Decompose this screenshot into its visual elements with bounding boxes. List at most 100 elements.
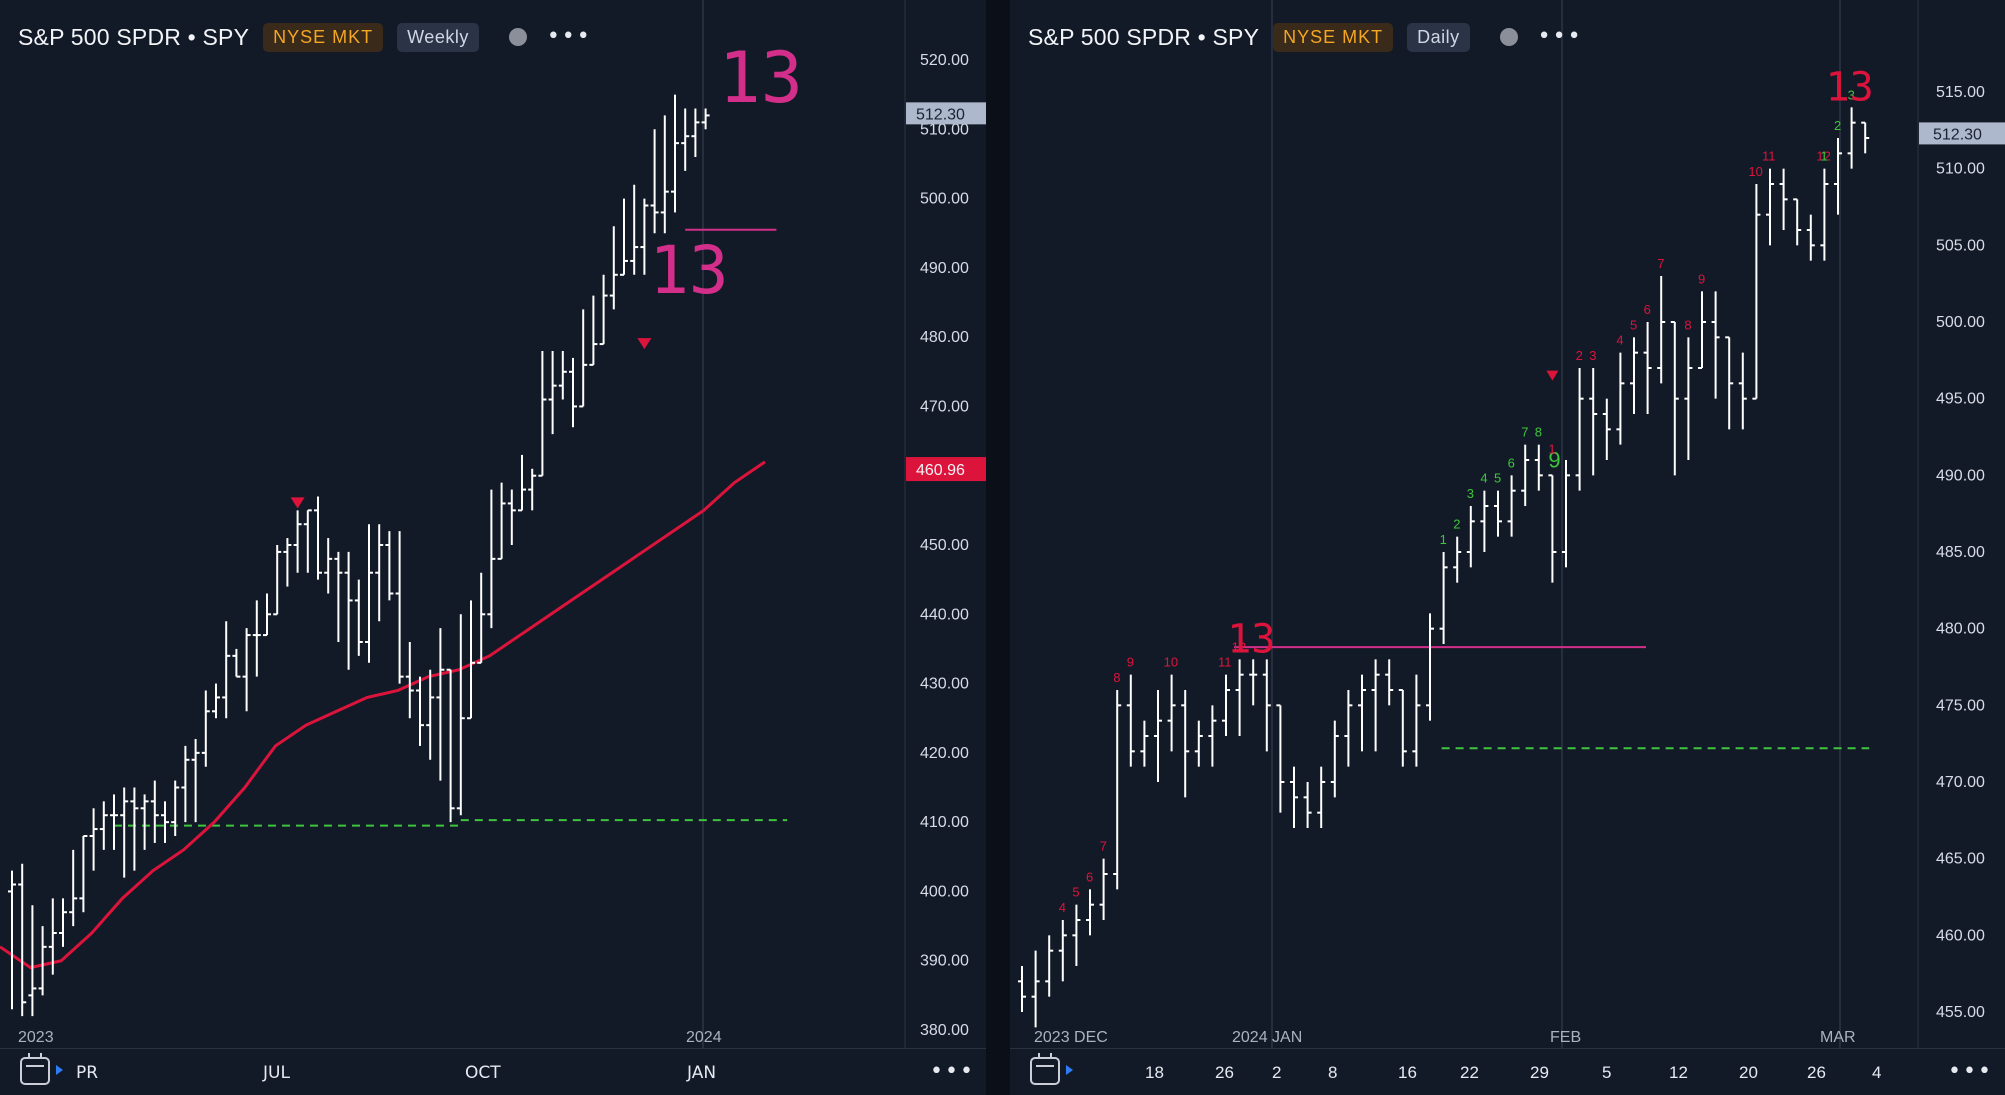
daily-x-tick: 4 bbox=[1872, 1063, 1882, 1082]
exchange-badge: NYSE MKT bbox=[1273, 22, 1394, 52]
calendar-icon[interactable] bbox=[1030, 1053, 1060, 1085]
td-count-label: 4 bbox=[1059, 900, 1066, 915]
weekly-y-tick-label: 420.00 bbox=[920, 745, 969, 762]
daily-x-tick: 22 bbox=[1460, 1063, 1479, 1082]
daily-month-label: FEB bbox=[1550, 1029, 1581, 1046]
play-arrow-icon[interactable] bbox=[56, 1065, 63, 1075]
td-count-label: 3 bbox=[1467, 486, 1474, 501]
weekly-x-tick: JAN bbox=[687, 1063, 717, 1083]
daily-month-label: 2024 JAN bbox=[1232, 1029, 1302, 1046]
weekly-y-tick-label: 390.00 bbox=[920, 953, 969, 970]
panel-divider[interactable] bbox=[986, 0, 1010, 1095]
td-count-label: 8 bbox=[1535, 425, 1542, 440]
daily-x-tick: 29 bbox=[1530, 1063, 1549, 1082]
td-count-label: 5 bbox=[1072, 885, 1079, 900]
td-count-label: 12 bbox=[1816, 149, 1830, 164]
td-count-label: 10 bbox=[1164, 655, 1178, 670]
td-count-label: 12 bbox=[1232, 639, 1246, 654]
status-dot-icon bbox=[1499, 28, 1518, 46]
more-options-button[interactable]: ••• bbox=[1537, 24, 1583, 49]
weekly-chart-canvas[interactable]: 520.00 510.00 500.00 490.00 480.00 470.00 460.… bbox=[0, 0, 986, 1049]
td-count-label: 6 bbox=[1644, 302, 1651, 317]
daily-y-tick-label: 455.00 bbox=[1936, 1004, 1985, 1021]
td-count-label: 1 bbox=[1548, 441, 1555, 456]
td-count-label: 8 bbox=[1684, 317, 1691, 332]
td-count-label: 11 bbox=[1218, 655, 1232, 670]
daily-x-tick: 8 bbox=[1328, 1063, 1338, 1082]
td-count-label: 7 bbox=[1657, 256, 1664, 271]
daily-y-tick-label: 480.00 bbox=[1936, 621, 1985, 638]
td-count-label: 11 bbox=[1762, 149, 1776, 164]
daily-x-tick: 26 bbox=[1807, 1063, 1826, 1082]
td-count-label: 9 bbox=[1698, 271, 1705, 286]
weekly-y-tick-label: 510.00 bbox=[920, 121, 969, 138]
calendar-icon[interactable] bbox=[20, 1053, 50, 1085]
daily-y-tick-label: 485.00 bbox=[1936, 544, 1985, 561]
daily-y-tick-label: 470.00 bbox=[1936, 774, 1985, 791]
td-count-label: 6 bbox=[1086, 869, 1093, 884]
td-countdown-13-label: 13 bbox=[649, 232, 728, 309]
daily-y-tick-label: 515.00 bbox=[1936, 84, 1985, 101]
daily-x-tick: 26 bbox=[1215, 1063, 1234, 1082]
daily-month-label: 2023 DEC bbox=[1034, 1029, 1108, 1046]
status-dot-icon bbox=[508, 28, 527, 46]
interval-button[interactable]: Daily bbox=[1407, 22, 1470, 52]
td-count-label: 2 bbox=[1453, 517, 1460, 532]
weekly-y-tick-label: 470.00 bbox=[920, 398, 969, 415]
td-count-label: 9 bbox=[1548, 447, 1560, 472]
weekly-price-axis bbox=[905, 0, 986, 1049]
weekly-time-axis: PR JUL OCT JAN ••• bbox=[0, 1048, 986, 1095]
moving-average-line bbox=[0, 460, 766, 970]
td-count-label: 1 bbox=[1440, 532, 1447, 547]
weekly-y-tick-label: 380.00 bbox=[920, 1022, 969, 1039]
td-count-label: 4 bbox=[1480, 471, 1487, 486]
symbol-title: S&P 500 SPDR • SPY bbox=[18, 23, 250, 50]
td-sell-arrow-icon bbox=[637, 338, 652, 350]
td-count-label: 7 bbox=[1521, 425, 1528, 440]
td-count-label: 3 bbox=[1848, 87, 1855, 102]
play-arrow-icon[interactable] bbox=[1066, 1065, 1073, 1075]
footer-more-button[interactable]: ••• bbox=[930, 1059, 975, 1084]
td-countdown-13-label: 13 bbox=[1826, 64, 1874, 110]
td-count-label: 3 bbox=[1589, 348, 1596, 363]
daily-month-label: MAR bbox=[1820, 1029, 1856, 1046]
weekly-y-tick-label: 410.00 bbox=[920, 814, 969, 831]
weekly-chart-header: S&P 500 SPDR • SPY NYSE MKT Weekly ••• bbox=[18, 20, 592, 54]
daily-y-tick-label: 505.00 bbox=[1936, 237, 1985, 254]
weekly-x-tick: PR bbox=[76, 1063, 99, 1083]
weekly-y-tick-label: 400.00 bbox=[920, 883, 969, 900]
ma-value-label: 460.96 bbox=[916, 462, 965, 479]
last-price-box bbox=[906, 102, 986, 125]
daily-y-tick-label: 500.00 bbox=[1936, 314, 1985, 331]
daily-chart-header: S&P 500 SPDR • SPY NYSE MKT Daily ••• bbox=[1028, 20, 1583, 54]
td-count-label: 2 bbox=[1576, 348, 1583, 363]
weekly-year-label: 2023 bbox=[18, 1029, 54, 1046]
last-price-box bbox=[1919, 122, 2005, 145]
ma-value-box bbox=[906, 457, 986, 482]
weekly-y-tick-label: 430.00 bbox=[920, 676, 969, 693]
weekly-x-tick: OCT bbox=[465, 1063, 501, 1083]
daily-time-axis: 18 26 2 8 16 22 29 5 12 20 26 4 ••• bbox=[1010, 1048, 2005, 1095]
td-count-label: 9 bbox=[1127, 655, 1134, 670]
td-count-label: 7 bbox=[1100, 839, 1107, 854]
daily-y-tick-label: 475.00 bbox=[1936, 697, 1985, 714]
daily-y-tick-label: 510.00 bbox=[1936, 161, 1985, 178]
interval-button[interactable]: Weekly bbox=[397, 22, 479, 52]
td-count-label: 4 bbox=[1616, 333, 1623, 348]
daily-chart-canvas[interactable]: 515.00 510.00 505.00 500.00 495.00 490.00 485.… bbox=[1010, 0, 2005, 1049]
weekly-y-tick-label: 520.00 bbox=[920, 52, 969, 69]
weekly-year-label: 2024 bbox=[686, 1029, 722, 1046]
more-options-button[interactable]: ••• bbox=[546, 24, 592, 49]
weekly-y-tick-label: 490.00 bbox=[920, 260, 969, 277]
exchange-badge: NYSE MKT bbox=[263, 22, 384, 52]
td-count-label: 5 bbox=[1630, 317, 1637, 332]
weekly-y-tick-label: 450.00 bbox=[920, 537, 969, 554]
last-price-label: 512.30 bbox=[1933, 126, 1982, 143]
td-count-label: 6 bbox=[1508, 455, 1515, 470]
footer-more-button[interactable]: ••• bbox=[1948, 1059, 1993, 1084]
daily-y-tick-label: 460.00 bbox=[1936, 927, 1985, 944]
daily-y-tick-label: 495.00 bbox=[1936, 391, 1985, 408]
daily-x-tick: 2 bbox=[1272, 1063, 1282, 1082]
weekly-chart-panel: 520.00 510.00 500.00 490.00 480.00 470.00 460.… bbox=[0, 0, 986, 1095]
td-countdown-13-label: 13 bbox=[719, 37, 803, 119]
